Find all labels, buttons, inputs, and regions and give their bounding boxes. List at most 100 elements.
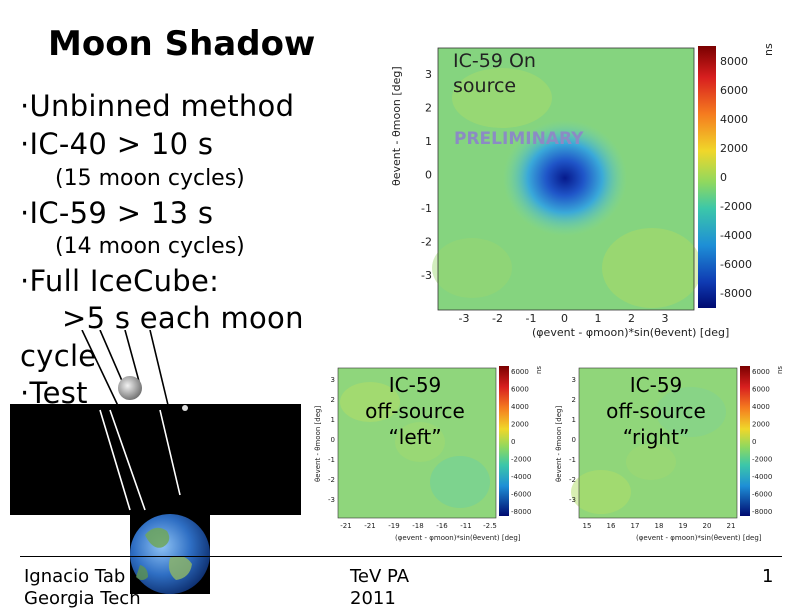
left-map-zlabel: ns (535, 366, 543, 374)
bullet-ic59: ·IC-59 > 13 s (20, 196, 214, 230)
left-map-x-tick-4: -16 (436, 522, 448, 530)
moon-icon (118, 376, 142, 400)
main-map-y-tick-5: -2 (421, 236, 432, 249)
right-map-x-tick-0: 15 (583, 522, 592, 530)
left-map-z-tick-2: 4000 (511, 403, 529, 411)
footer-author: Ignacio Tab (24, 566, 126, 587)
main-map-z-tick-5: -2000 (720, 200, 752, 213)
footer-page-number: 1 (762, 566, 774, 587)
main-map-x-tick-5: 2 (628, 312, 635, 325)
left-map-z-tick-4: 0 (511, 438, 515, 446)
main-map-z-tick-0: 8000 (720, 55, 748, 68)
main-map-x-ticks: -3 -2 -1 0 1 2 3 (459, 312, 669, 325)
shadow-deficit (503, 120, 627, 236)
left-map-label-line1: IC-59 (388, 373, 442, 397)
main-map-label-line2: source (453, 75, 516, 97)
main-map-z-tick-6: -4000 (720, 229, 752, 242)
right-map-y-tick-6: -3 (569, 496, 576, 504)
left-map-x-tick-2: -19 (388, 522, 399, 530)
main-map-y-tick-0: 3 (425, 68, 432, 81)
bullet-full-icecube: ·Full IceCube: (20, 264, 220, 298)
right-map-label-line1: IC-59 (629, 373, 683, 397)
small-moon-icon (182, 405, 188, 411)
right-map-x-tick-6: 21 (727, 522, 736, 530)
right-map-x-tick-5: 20 (703, 522, 712, 530)
right-map-z-tick-4: 0 (752, 438, 756, 446)
left-map-color-scale (499, 366, 509, 516)
left-map-x-tick-6: -2.5 (483, 522, 497, 530)
dark-band (10, 404, 301, 515)
main-map-y-tick-6: -3 (421, 269, 432, 282)
left-map-z-tick-1: 6000 (511, 386, 529, 394)
main-map-z-tick-3: 2000 (720, 142, 748, 155)
footer-institution: Georgia Tech (24, 588, 141, 609)
right-map-z-tick-1: 6000 (752, 386, 770, 394)
right-map-x-tick-3: 18 (655, 522, 664, 530)
right-map-xlabel: (φevent - φmoon)*sin(θevent) [deg] (636, 534, 762, 542)
right-map-label-line3: “right” (622, 425, 690, 449)
left-map-y-tick-1: 2 (331, 396, 335, 404)
left-map-y-tick-4: -1 (328, 456, 335, 464)
left-map-x-tick-3: -18 (412, 522, 423, 530)
left-map-x-tick-5: -11 (460, 522, 471, 530)
right-map-z-tick-3: 2000 (752, 421, 770, 429)
left-map-label-line2: off-source (365, 399, 465, 423)
left-map-z-ticks: 6000 6000 4000 2000 0 -2000 -4000 -6000 -8000 (511, 368, 531, 516)
main-map-z-tick-7: -6000 (720, 258, 752, 271)
bullet-ic40: ·IC-40 > 10 s (20, 127, 214, 161)
footer-divider (20, 556, 782, 557)
left-map-ylabel: θevent - θmoon [deg] (314, 406, 322, 482)
left-map-z-tick-8: -8000 (511, 508, 531, 516)
main-map-x-tick-1: -2 (492, 312, 503, 325)
right-map-label-line2: off-source (606, 399, 706, 423)
right-map-z-tick-0: 6000 (752, 368, 770, 376)
left-map-y-tick-0: 3 (331, 376, 335, 384)
main-map-z-tick-1: 6000 (720, 84, 748, 97)
left-map-z-tick-5: -2000 (511, 456, 531, 464)
left-map-z-tick-7: -6000 (511, 491, 531, 499)
left-map-label: IC-59 off-source “left” (355, 372, 475, 450)
right-map-z-tick-6: -4000 (752, 473, 772, 481)
right-map-x-tick-1: 16 (607, 522, 616, 530)
main-map-z-tick-8: -8000 (720, 287, 752, 300)
left-map-x-ticks: -21 -21 -19 -18 -16 -11 -2.5 (340, 522, 497, 530)
right-map-y-tick-4: -1 (569, 456, 576, 464)
right-map-label: IC-59 off-source “right” (596, 372, 716, 450)
left-map-z-tick-0: 6000 (511, 368, 529, 376)
cosmic-ray-arrows-lower (99, 409, 181, 511)
bullet-ic59-sub: (14 moon cycles) (55, 234, 245, 259)
main-map-x-tick-3: 0 (561, 312, 568, 325)
main-map-zlabel: ns (762, 43, 775, 56)
right-map-color-scale (740, 366, 750, 516)
right-map-z-tick-5: -2000 (752, 456, 772, 464)
left-map-y-tick-6: -3 (328, 496, 335, 504)
slide-title: Moon Shadow (48, 24, 316, 64)
main-map-ylabel: θevent - θmoon [deg] (390, 66, 403, 186)
right-map-y-tick-0: 3 (572, 376, 576, 384)
right-map-y-tick-5: -2 (569, 476, 576, 484)
main-map-y-tick-4: -1 (421, 202, 432, 215)
main-map-x-tick-0: -3 (459, 312, 470, 325)
right-map-y-tick-3: 0 (572, 436, 576, 444)
right-map-y-ticks: 3 2 1 0 -1 -2 -3 (569, 376, 576, 504)
main-map-y-ticks: 3 2 1 0 -1 -2 -3 (421, 68, 432, 282)
left-map-x-tick-1: -21 (364, 522, 375, 530)
main-map-label-line1: IC-59 On (453, 50, 536, 72)
moon-shadow-illustration (10, 330, 301, 594)
left-map-z-tick-6: -4000 (511, 473, 531, 481)
bullet-full-icecube-cont2: cycle (20, 339, 97, 373)
main-map-z-ticks: 8000 6000 4000 2000 0 -2000 -4000 -6000 -8000 (720, 55, 752, 300)
right-map-z-tick-7: -6000 (752, 491, 772, 499)
left-map-label-line3: “left” (388, 425, 442, 449)
bullet-ic40-sub: (15 moon cycles) (55, 166, 245, 191)
right-map-x-ticks: 15 16 17 18 19 20 21 (583, 522, 736, 530)
main-map-y-tick-2: 1 (425, 135, 432, 148)
footer-conference: TeV PA (350, 566, 410, 587)
right-map-z-ticks: 6000 6000 4000 2000 0 -2000 -4000 -6000 -8000 (752, 368, 772, 516)
main-map-x-tick-2: -1 (526, 312, 537, 325)
earth-icon (130, 514, 210, 594)
footer-year: 2011 (350, 588, 396, 609)
left-map-xlabel: (φevent - φmoon)*sin(θevent) [deg] (395, 534, 521, 542)
